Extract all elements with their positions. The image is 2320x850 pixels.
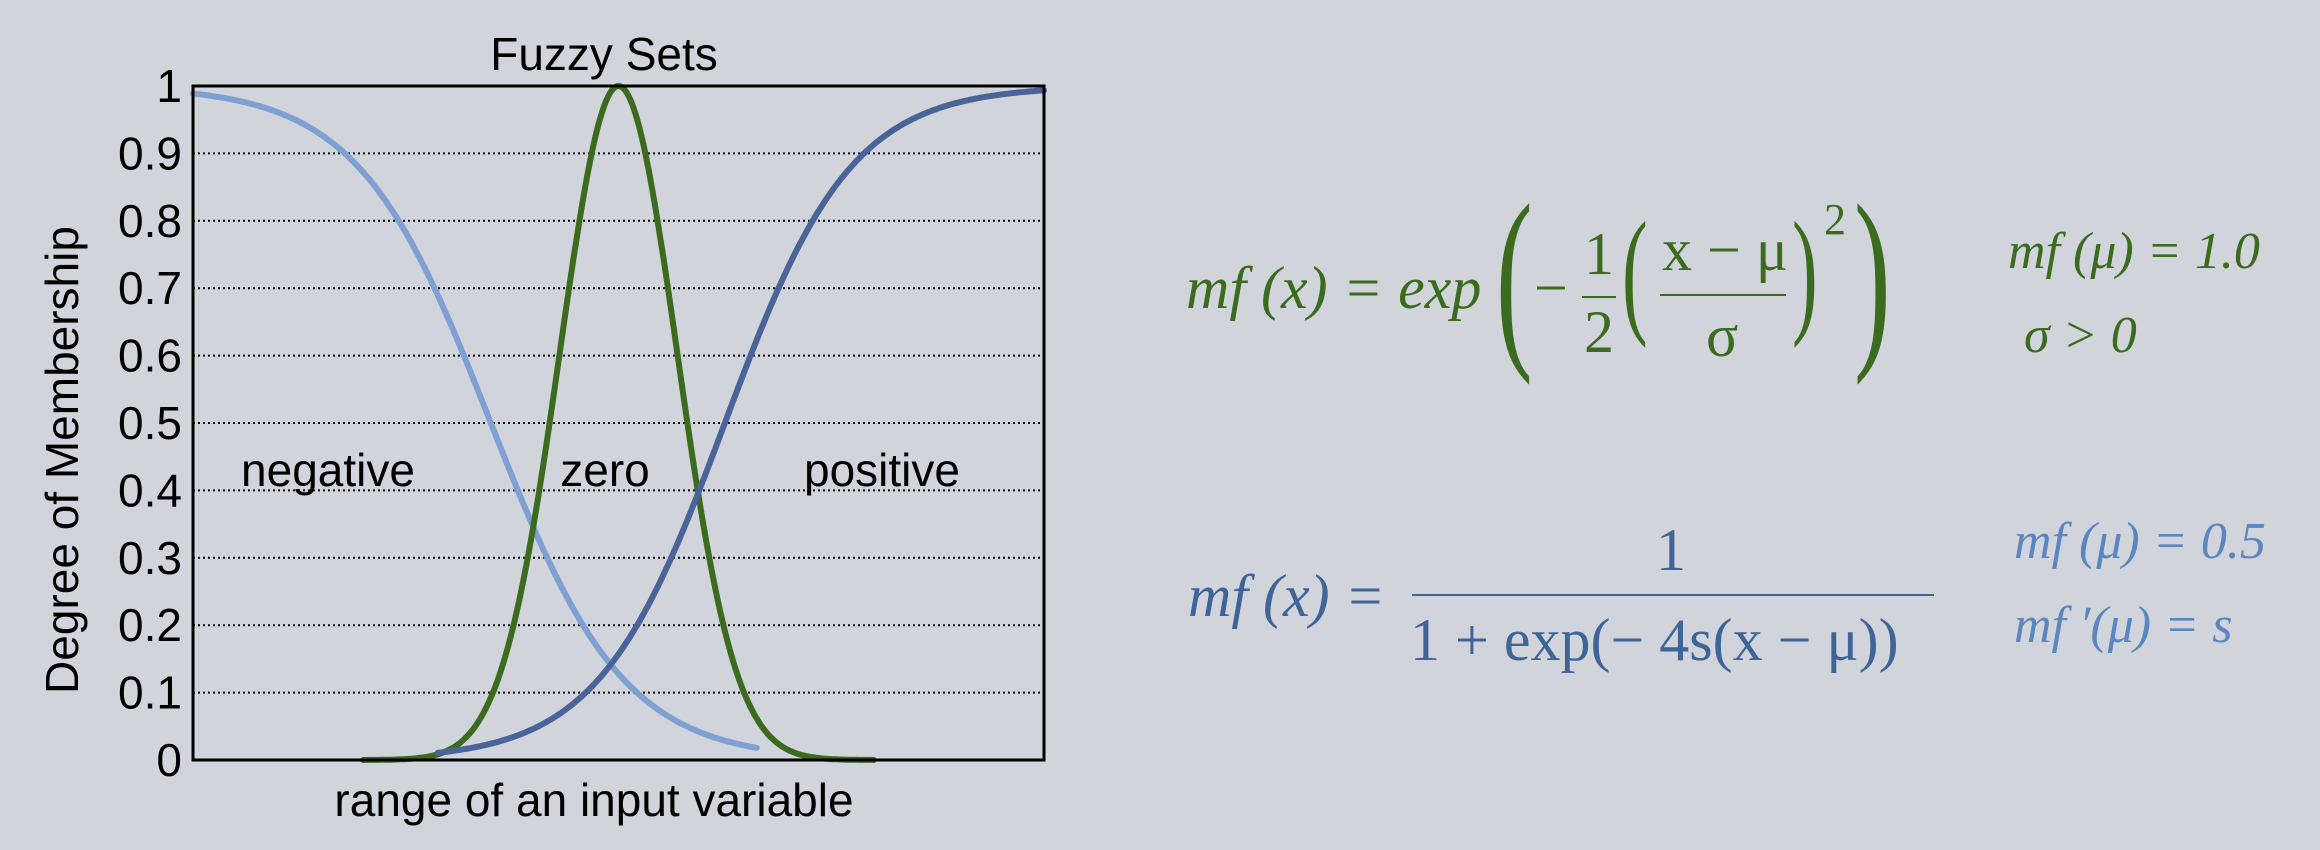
chart-title: Fuzzy Sets xyxy=(490,28,718,80)
gaussian-minus: − xyxy=(1534,255,1568,321)
y-tick-label: 0.7 xyxy=(118,262,182,314)
label-zero: zero xyxy=(560,444,649,496)
big-open-paren: ( xyxy=(1496,165,1533,386)
label-positive: positive xyxy=(804,444,960,496)
mid-close-paren: ) xyxy=(1792,194,1818,349)
curve-negative xyxy=(190,90,760,751)
y-tick-label: 0.6 xyxy=(118,330,182,382)
y-tick-label: 0.1 xyxy=(118,667,182,719)
gaussian-power: 2 xyxy=(1824,195,1846,244)
plot-frame xyxy=(191,84,1046,762)
gaussian-note-2: σ > 0 xyxy=(2024,307,2137,364)
gaussian-frac-num: x − μ xyxy=(1662,217,1789,283)
fuzzy-sets-chart: Fuzzy Sets Degree of Membership range of… xyxy=(36,28,1047,826)
sigmoid-den: 1 + exp(− 4s(x − μ)) xyxy=(1410,607,1899,673)
gaussian-note-1: mf (μ) = 1.0 xyxy=(2008,223,2260,280)
gaussian-half-num: 1 xyxy=(1584,221,1614,287)
y-tick-label: 0.4 xyxy=(118,464,182,516)
mid-open-paren: ( xyxy=(1622,194,1648,349)
y-tick-label: 1 xyxy=(156,60,182,112)
y-axis-label: Degree of Membership xyxy=(36,226,88,694)
sigmoid-num: 1 xyxy=(1656,517,1686,583)
y-tick-label: 0.3 xyxy=(118,532,182,584)
y-tick-label: 0.5 xyxy=(118,397,182,449)
sigmoid-lhs: mf (x) = xyxy=(1188,563,1386,629)
label-negative: negative xyxy=(241,444,415,496)
gaussian-half-bar xyxy=(1582,296,1616,298)
sigmoid-note-1: mf (μ) = 0.5 xyxy=(2014,513,2266,570)
big-close-paren: ) xyxy=(1854,165,1891,386)
gaussian-lhs: mf (x) = exp xyxy=(1186,255,1482,321)
x-axis-label: range of an input variable xyxy=(334,774,853,826)
y-tick-label: 0 xyxy=(156,734,182,786)
gaussian-frac-bar xyxy=(1660,294,1786,296)
curve-positive xyxy=(434,87,1047,756)
y-tick-label: 0.2 xyxy=(118,599,182,651)
gaussian-frac-den: σ xyxy=(1706,303,1739,369)
y-tick-label: 0.8 xyxy=(118,195,182,247)
y-tick-labels: 0 0.1 0.2 0.3 0.4 0.5 0.6 0.7 0.8 0.9 1 xyxy=(118,60,182,786)
grid-lines xyxy=(193,152,1044,694)
sigmoid-note-2: mf ′(μ) = s xyxy=(2014,597,2233,654)
sigmoid-bar xyxy=(1412,594,1934,596)
gaussian-half-den: 2 xyxy=(1584,299,1614,365)
y-tick-label: 0.9 xyxy=(118,127,182,179)
